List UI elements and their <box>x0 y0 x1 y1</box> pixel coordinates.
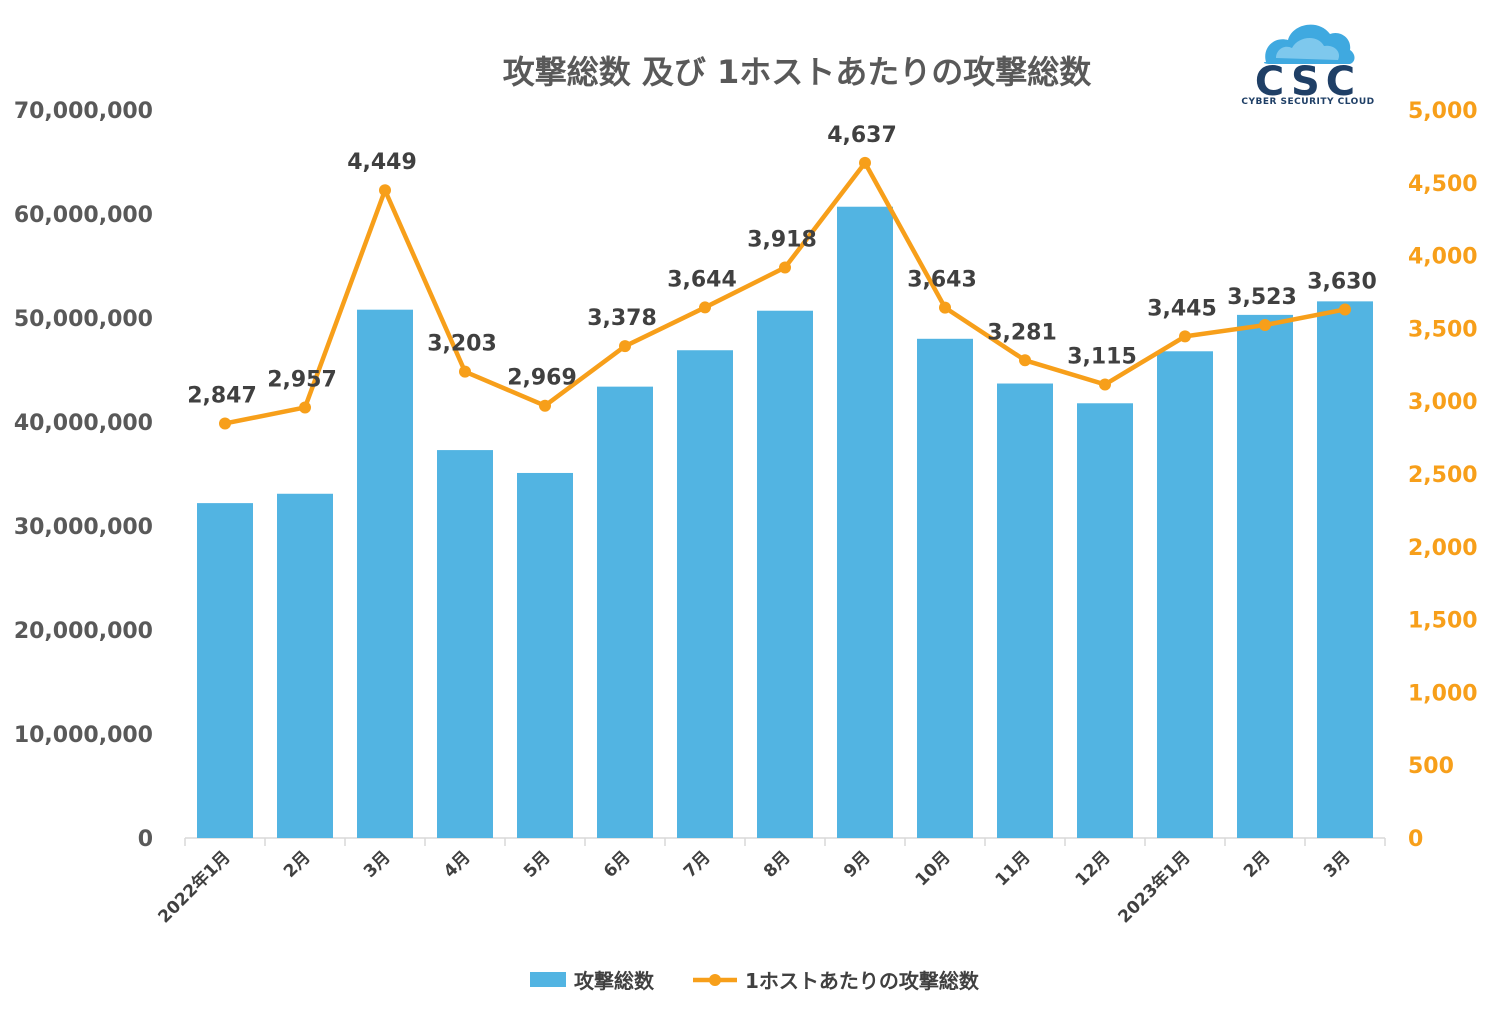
bar <box>837 206 893 839</box>
y-right-tick-label: 5,000 <box>1408 99 1478 124</box>
bar <box>357 309 413 838</box>
legend: 攻撃総数 1ホストあたりの攻撃総数 <box>530 969 980 993</box>
line-point <box>1259 319 1271 332</box>
data-label: 2,847 <box>187 383 257 408</box>
y-left-tick-label: 20,000,000 <box>14 619 153 644</box>
x-tick-label: 3月 <box>1320 847 1355 882</box>
y-right-tick-label: 3,500 <box>1408 317 1478 342</box>
data-label: 3,203 <box>427 332 497 357</box>
x-tick-label: 8月 <box>760 847 795 882</box>
data-label: 3,281 <box>987 320 1057 345</box>
y-right-tick-label: 1,000 <box>1408 681 1478 706</box>
bar <box>757 310 813 839</box>
y-left-tick-label: 10,000,000 <box>14 723 153 748</box>
data-label: 3,644 <box>667 267 737 292</box>
data-label: 3,918 <box>747 228 817 253</box>
x-tick-label: 2月 <box>1240 847 1275 882</box>
chart-title: 攻撃総数 及び 1ホストあたりの攻撃総数 <box>503 53 1093 91</box>
line-point <box>379 184 391 197</box>
line-point <box>1339 303 1351 316</box>
x-tick-label: 4月 <box>440 847 475 882</box>
data-label: 4,637 <box>827 123 897 148</box>
data-label: 3,643 <box>907 268 977 293</box>
y-right-tick-label: 500 <box>1408 754 1454 779</box>
line-point <box>699 301 711 314</box>
x-tick-label: 5月 <box>520 847 555 882</box>
x-tick-label: 2023年1月 <box>1114 847 1195 928</box>
bar <box>1077 403 1133 838</box>
bar <box>597 386 653 838</box>
data-label: 2,957 <box>267 367 337 392</box>
x-tick-label: 9月 <box>840 847 875 882</box>
x-tick-label: 2022年1月 <box>154 847 235 928</box>
bar <box>997 383 1053 838</box>
logo-subtext: CYBER SECURITY CLOUD <box>1241 97 1374 107</box>
x-tick-label: 7月 <box>680 847 715 882</box>
y-right-tick-label: 4,500 <box>1408 172 1478 197</box>
y-right-tick-label: 2,500 <box>1408 463 1478 488</box>
data-label: 3,445 <box>1147 296 1217 321</box>
legend-bar-label: 攻撃総数 <box>574 969 655 993</box>
bar <box>1237 314 1293 838</box>
bar <box>277 493 333 838</box>
y-left-tick-label: 30,000,000 <box>14 515 153 540</box>
line-point <box>1179 330 1191 343</box>
x-tick-label: 11月 <box>992 847 1035 890</box>
data-labels: 2,847 2,957 4,449 3,203 2,969 3,378 3,644 3,918… <box>187 123 1377 409</box>
csc-logo: CSC CYBER SECURITY CLOUD <box>1241 24 1374 107</box>
bar <box>437 450 493 838</box>
y-left-tick-label: 0 <box>138 827 153 852</box>
data-label: 4,449 <box>347 150 417 175</box>
line-point <box>539 399 551 412</box>
x-tick-label: 3月 <box>360 847 395 882</box>
bar <box>197 503 253 838</box>
line-series <box>219 156 1351 430</box>
y-left-tick-label: 70,000,000 <box>14 99 153 124</box>
bar <box>517 472 573 838</box>
line-point <box>219 417 231 430</box>
y-left-tick-label: 60,000,000 <box>14 203 153 228</box>
line-point <box>939 301 951 314</box>
legend-line-label: 1ホストあたりの攻撃総数 <box>745 969 980 993</box>
x-tick-label: 10月 <box>912 847 955 890</box>
bar-series <box>197 206 1373 839</box>
line-point <box>619 340 631 353</box>
legend-line-marker <box>709 974 721 986</box>
x-tick-label: 12月 <box>1072 847 1115 890</box>
line-point <box>299 401 311 414</box>
line-point <box>1019 354 1031 367</box>
line-point <box>459 365 471 378</box>
bar <box>677 350 733 838</box>
y-right-tick-label: 3,000 <box>1408 390 1478 415</box>
bar <box>1317 301 1373 838</box>
x-tick-label: 2月 <box>280 847 315 882</box>
y-right-tick-label: 2,000 <box>1408 536 1478 561</box>
y-right-tick-label: 0 <box>1408 827 1423 852</box>
line-point <box>1099 378 1111 391</box>
cloud-icon <box>1263 24 1355 64</box>
y-left-tick-label: 40,000,000 <box>14 411 153 436</box>
data-label: 3,115 <box>1067 344 1137 369</box>
y-right-tick-label: 4,000 <box>1408 245 1478 270</box>
data-label: 3,523 <box>1227 285 1297 310</box>
y-right-tick-label: 1,500 <box>1408 609 1478 634</box>
data-label: 2,969 <box>507 366 577 391</box>
line-point <box>859 156 871 169</box>
legend-bar-swatch <box>530 972 566 987</box>
y-left-tick-label: 50,000,000 <box>14 307 153 332</box>
data-label: 3,378 <box>587 306 657 331</box>
line-point <box>779 261 791 274</box>
logo-text: CSC <box>1255 59 1361 105</box>
bar <box>917 338 973 838</box>
bar <box>1157 351 1213 838</box>
x-tick-label: 6月 <box>600 847 635 882</box>
data-label: 3,630 <box>1307 269 1377 294</box>
